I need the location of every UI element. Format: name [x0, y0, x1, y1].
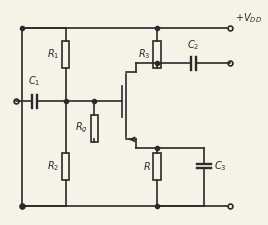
Text: $R_3$: $R_3$	[138, 47, 151, 61]
Text: $R_1$: $R_1$	[47, 47, 59, 61]
Bar	[91, 115, 98, 142]
Text: $C_1$: $C_1$	[28, 74, 41, 88]
Text: $R_g$: $R_g$	[75, 121, 88, 135]
Bar	[62, 41, 69, 68]
Text: $C_3$: $C_3$	[214, 159, 227, 173]
Text: $R_2$: $R_2$	[47, 159, 59, 173]
Text: $+V_{DD}$: $+V_{DD}$	[235, 11, 262, 25]
Bar	[153, 41, 161, 68]
Text: $C_2$: $C_2$	[187, 38, 200, 52]
Bar	[153, 153, 161, 180]
Text: $R$: $R$	[143, 160, 151, 172]
Bar	[62, 153, 69, 180]
